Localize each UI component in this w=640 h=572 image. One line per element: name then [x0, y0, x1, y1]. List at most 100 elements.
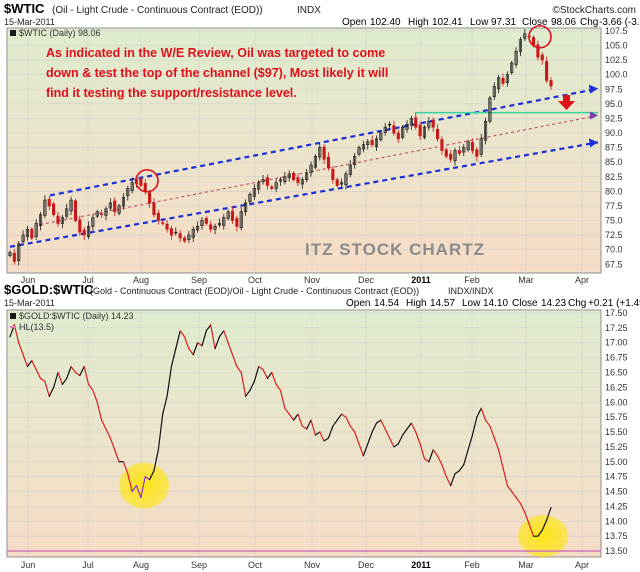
ratio-line-segment: [519, 502, 526, 513]
candle-body: [47, 199, 51, 207]
ratio-line-segment: [319, 431, 325, 442]
candle-body: [117, 205, 121, 214]
ratio-line-segment: [26, 359, 33, 368]
x-tick-label: Mar: [518, 560, 534, 570]
svg-text:Open: Open: [342, 17, 366, 28]
candle-body: [326, 156, 331, 169]
candle-body: [100, 213, 104, 216]
ratio-line-segment: [419, 443, 426, 460]
ratio-line-segment: [253, 365, 260, 383]
candle-body: [497, 77, 501, 89]
ratio-line-segment: [131, 484, 138, 493]
ratio-line-segment: [48, 386, 55, 397]
ratio-line-segment: [467, 434, 474, 451]
ratio-line-segment: [109, 437, 116, 451]
candle-body: [457, 150, 461, 154]
y-tick-label: 75.0: [605, 216, 623, 226]
ratio-line-segment: [140, 476, 146, 499]
ratio-line-segment: [476, 407, 482, 418]
ratio-line-segment: [362, 443, 369, 457]
candle-body: [427, 120, 431, 128]
svg-text:Chg: Chg: [580, 17, 598, 28]
candle-body: [287, 173, 291, 178]
candle-body: [21, 234, 25, 243]
candle-body: [161, 222, 165, 224]
candle-body: [545, 61, 549, 81]
candle-body: [38, 214, 43, 226]
candle-body: [270, 186, 274, 189]
ratio-line-segment: [44, 380, 50, 397]
svg-text:Close: Close: [512, 298, 538, 309]
candle-body: [222, 217, 226, 226]
ratio-line-segment: [493, 437, 500, 451]
svg-text:Low: Low: [462, 298, 481, 309]
y-tick-label: 90.0: [605, 128, 623, 138]
svg-text:+0.21 (+1.49%): +0.21 (+1.49%): [588, 298, 640, 309]
y-tick-label: 15.25: [605, 442, 628, 452]
ratio-line-segment: [367, 431, 373, 445]
ratio-line-segment: [349, 425, 356, 433]
y-tick-label: 13.75: [605, 531, 628, 541]
candle-body: [143, 183, 147, 192]
panel1-overlays: [9, 87, 599, 248]
candle-body: [65, 208, 69, 217]
y-tick-label: 72.5: [605, 230, 623, 240]
candle-body: [383, 126, 387, 133]
ratio-line-segment: [183, 336, 190, 350]
x-tick-label: Jul: [82, 275, 94, 285]
ratio-line-segment: [528, 523, 535, 537]
candle-body: [209, 224, 213, 230]
candle-body: [91, 217, 95, 227]
candle-body: [501, 77, 505, 84]
candle-body: [73, 200, 77, 221]
ratio-line-segment: [480, 407, 487, 421]
candle-body: [257, 182, 261, 190]
ratio-line-segment: [297, 413, 303, 427]
candle-body: [361, 144, 365, 150]
highlight-mar-low: [518, 515, 568, 558]
candle-body: [510, 62, 514, 73]
ratio-line-segment: [393, 443, 399, 448]
candle-body: [348, 164, 352, 175]
ratio-line-segment: [323, 437, 330, 442]
ratio-line-segment: [105, 428, 111, 439]
panel2-highlights: [119, 462, 568, 558]
ratio-line-segment: [515, 496, 522, 505]
ratio-line-segment: [127, 473, 133, 493]
ratio-line-segment: [327, 425, 334, 439]
y-tick-label: 107.5: [605, 26, 628, 36]
candle-body: [113, 200, 117, 213]
candle-body: [274, 182, 278, 189]
svg-text:Open: Open: [346, 298, 370, 309]
candle-body: [505, 74, 509, 84]
ratio-line-segment: [205, 324, 212, 332]
y-tick-label: 15.00: [605, 457, 628, 467]
svg-text:-3.66 (-3.60%): -3.66 (-3.60%): [599, 17, 640, 28]
ratio-line-segment: [53, 371, 59, 388]
candle-body: [165, 223, 169, 230]
candle-body: [540, 54, 544, 61]
ratio-line-segment: [240, 371, 247, 397]
ratio-line-segment: [537, 529, 543, 537]
channel-upper-line: [49, 87, 599, 197]
candle-body: [244, 202, 248, 213]
candle-body: [488, 97, 492, 122]
y-tick-label: 102.5: [605, 55, 628, 65]
ratio-line-segment: [502, 467, 508, 487]
midline-arrowhead: [590, 111, 598, 120]
ratio-line-segment: [284, 407, 290, 415]
y-tick-label: 14.25: [605, 501, 628, 511]
ratio-line-segment: [231, 354, 238, 368]
candle-body: [418, 124, 422, 137]
candle-body: [436, 128, 440, 140]
svg-text:14.54: 14.54: [374, 298, 399, 309]
ratio-line-segment: [214, 336, 221, 350]
ratio-line-segment: [188, 348, 194, 356]
ratio-line-segment: [166, 365, 173, 397]
candle-body: [152, 202, 156, 216]
candle-body: [370, 140, 374, 146]
candle-body: [156, 212, 160, 221]
candle-body: [30, 228, 34, 239]
y-tick-label: 13.50: [605, 546, 628, 556]
svg-text:HL(13.5): HL(13.5): [19, 322, 54, 332]
